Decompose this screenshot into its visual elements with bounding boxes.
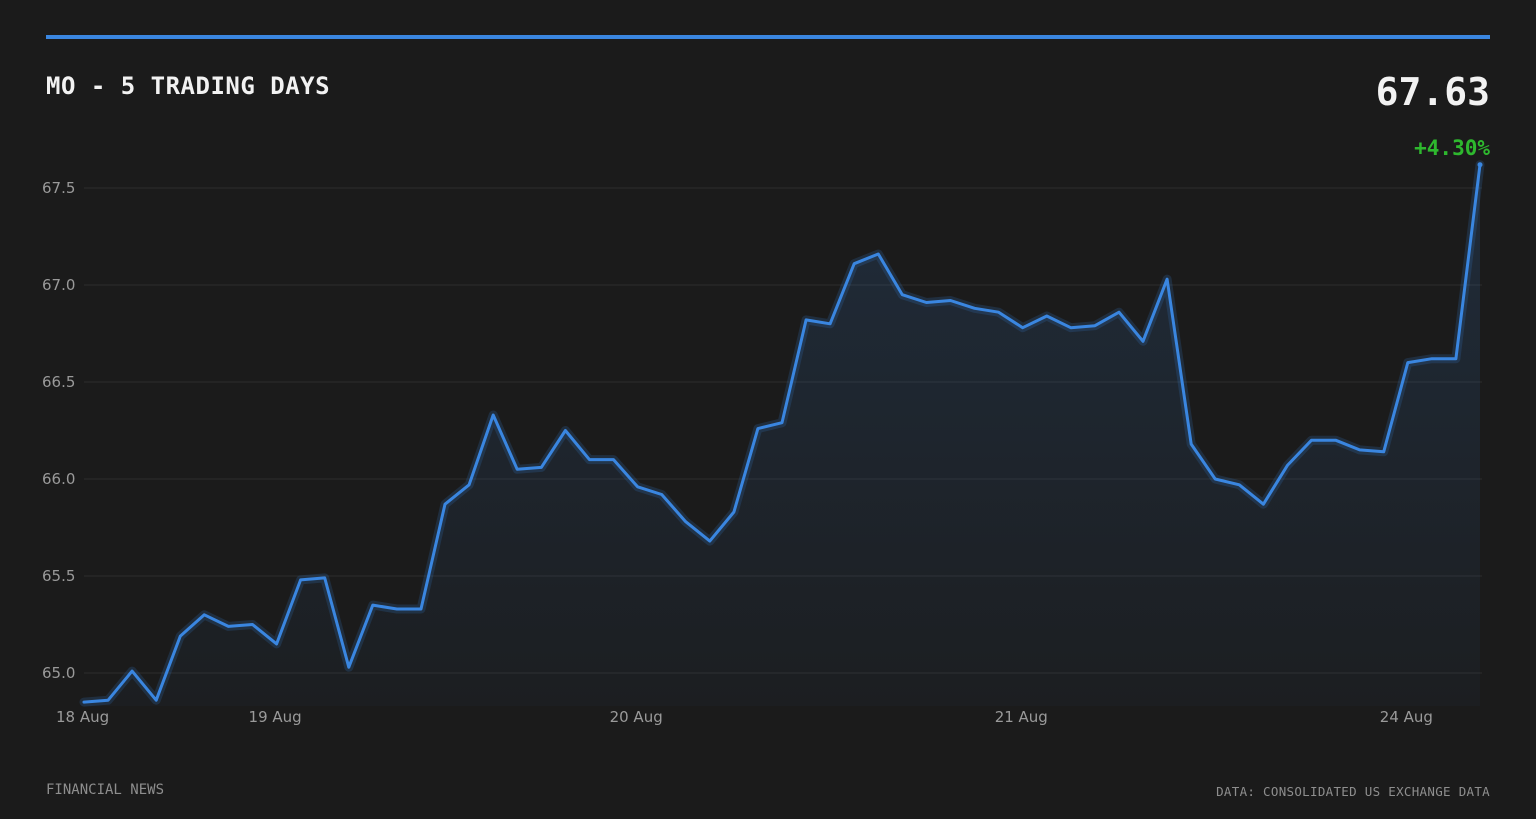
- price-area: [84, 164, 1480, 706]
- last-price: 67.63: [1375, 70, 1490, 114]
- data-point: [1477, 162, 1483, 168]
- accent-rule: [46, 35, 1490, 39]
- x-tick-label: 24 Aug: [1380, 708, 1433, 726]
- publisher-label: FINANCIAL NEWS: [46, 782, 165, 798]
- x-tick-label: 19 Aug: [249, 708, 302, 726]
- price-change: +4.30%: [1414, 136, 1490, 160]
- chart-title: MO - 5 TRADING DAYS: [46, 72, 331, 100]
- y-tick-label: 66.0: [42, 470, 75, 488]
- data-source-label: DATA: CONSOLIDATED US EXCHANGE DATA: [1216, 784, 1490, 799]
- x-tick-label: 18 Aug: [56, 708, 109, 726]
- x-axis: 18 Aug 19 Aug 20 Aug 21 Aug 24 Aug: [56, 708, 1433, 726]
- y-tick-label: 65.0: [42, 664, 75, 682]
- x-tick-label: 20 Aug: [610, 708, 663, 726]
- y-tick-label: 65.5: [42, 567, 75, 585]
- y-axis: 65.0 65.5 66.0 66.5 67.0 67.5: [42, 179, 75, 682]
- y-tick-label: 67.0: [42, 276, 75, 294]
- x-tick-label: 21 Aug: [995, 708, 1048, 726]
- price-points: [83, 162, 1483, 703]
- y-tick-label: 67.5: [42, 179, 75, 197]
- y-tick-label: 66.5: [42, 373, 75, 391]
